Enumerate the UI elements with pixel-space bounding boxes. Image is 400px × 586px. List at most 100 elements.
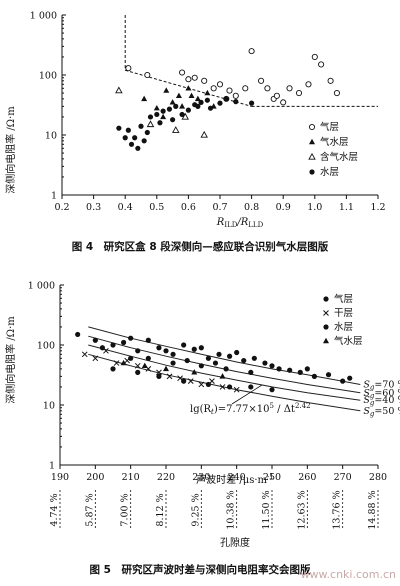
chart-2-point (128, 335, 134, 341)
chart-2: 190 200 210 220 230 240 250 260 270 280 4.74 % 5.8… (4, 281, 400, 577)
chart-2-point (311, 373, 317, 379)
chart-1-point (191, 74, 198, 81)
chart-1-point (160, 108, 166, 114)
chart-1-point (135, 145, 141, 151)
chart-1-point (170, 117, 176, 123)
chart-1-point (116, 125, 122, 131)
chart-1-cutoff-lines (124, 15, 378, 107)
chart-1-point (185, 85, 192, 91)
chart-2-point (103, 347, 109, 354)
chart-1-x-tick-label: 0.7 (212, 202, 227, 213)
chart-1-point (179, 103, 186, 109)
chart-2-y-axis-label: 深侧向电阻率 /Ω·m (4, 316, 17, 404)
chart-1-point (147, 114, 154, 120)
chart-1-point (264, 85, 271, 92)
chart-1-point (311, 53, 318, 60)
chart-1-point (154, 111, 160, 118)
chart-2-point (227, 384, 233, 390)
chart-2-porosity-tick-label: 14.88 % (367, 490, 378, 529)
chart-2-point (276, 366, 282, 372)
chart-1-point (249, 100, 255, 106)
chart-1-y-ticks: 1 10 100 1 000 (30, 11, 66, 202)
chart-1-point (179, 69, 186, 76)
chart-2-point (141, 362, 148, 369)
chart-2-point (181, 378, 187, 384)
chart-2-x-ticks: 190 200 210 220 230 240 250 260 270 280 (51, 465, 387, 483)
chart-1-y-tick-label: 100 (39, 71, 57, 82)
chart-2-x-tick-label: 210 (122, 472, 140, 483)
chart-2-y-tick-label: 1 (49, 461, 55, 472)
chart-2-porosity-tick-label: 11.50 % (261, 490, 272, 529)
chart-2-axes (59, 285, 378, 466)
chart-1-point (171, 126, 180, 133)
chart-1-y-tick-label: 10 (45, 131, 57, 142)
chart-2-point (187, 378, 194, 384)
chart-2-legend-marker (323, 337, 329, 344)
chart-1-y-tick-label: 1 (51, 191, 57, 202)
chart-2-porosity-tick-label: 10.38 % (226, 490, 237, 529)
figure-4-caption: 图 4 研究区盒 8 段深侧向—感应联合识别气水层图版 (72, 240, 329, 253)
chart-2-x-tick-label: 250 (263, 472, 281, 483)
chart-1-x-tick-label: 0.3 (86, 202, 101, 213)
chart-1-point (204, 89, 211, 96)
chart-2-equation: lg(Rt)=7.77×105 / Δt2.42 (190, 402, 311, 416)
chart-2-y-tick-label: 100 (37, 341, 55, 352)
chart-2-point (145, 355, 151, 361)
chart-1-point (318, 61, 325, 68)
chart-1-legend-marker (308, 123, 316, 131)
chart-1-y-tick-label: 1 000 (30, 11, 57, 22)
chart-1-point (226, 87, 233, 94)
chart-2-point (163, 348, 169, 354)
chart-2-point (198, 363, 204, 369)
chart-1-point (280, 99, 287, 106)
chart-2-equation-pointer (231, 384, 263, 405)
chart-1-point (141, 95, 148, 102)
chart-1-point (217, 100, 223, 106)
chart-2-point (325, 372, 332, 378)
chart-1-legend-marker (309, 138, 315, 145)
chart-2-porosity-tick-label: 5.87 % (84, 493, 95, 526)
chart-1-x-tick-label: 1.0 (307, 202, 322, 213)
chart-1-legend-label: 气水层 (320, 136, 349, 148)
chart-1-x-tick-label: 0.9 (276, 202, 291, 213)
chart-1-point (169, 99, 176, 105)
chart-2-point (205, 355, 211, 361)
chart-2-point (163, 365, 169, 372)
chart-2-point (156, 345, 162, 351)
chart-1-point (305, 81, 312, 88)
chart-1-x-tick-label: 0.2 (54, 202, 69, 213)
chart-1-point (144, 129, 150, 136)
chart-2-point (287, 367, 293, 373)
chart-2-point (170, 351, 176, 357)
chart-2-point (75, 331, 81, 338)
chart-2-point (216, 351, 222, 357)
chart-2-point (219, 373, 226, 379)
chart-2-point (198, 345, 204, 351)
chart-1-points (115, 48, 340, 151)
chart-2-y-tick-label: 10 (43, 401, 55, 412)
chart-2-x-tick-label: 240 (228, 472, 246, 483)
chart-2-point (227, 353, 233, 359)
chart-2-point (166, 373, 173, 380)
chart-1-x-tick-label: 0.8 (244, 202, 259, 213)
chart-1-legend-marker (308, 152, 316, 160)
chart-2-point (347, 375, 353, 381)
chart-2-point (234, 349, 240, 356)
chart-1-x-ticks: 0.2 0.3 0.4 0.5 0.6 0.7 0.8 0.9 1.0 1.1 1.2 (54, 195, 386, 213)
chart-2-x-tick-label: 270 (334, 472, 352, 483)
chart-2-porosity-tick-label: 7.00 % (120, 493, 131, 526)
chart-2-x-tick-label: 260 (298, 472, 316, 483)
chart-1-point (286, 85, 293, 92)
chart-1-point (295, 90, 303, 97)
chart-1-x-axis-label: RILD/RLLD (216, 217, 264, 229)
chart-1-point (210, 85, 217, 92)
chart-2-point (121, 339, 127, 346)
chart-2-porosity-ticks: 4.74 % 5.87 % 7.00 % 8.12 % 9.25 % 10.38 % 11.… (49, 490, 379, 530)
chart-2-legend-marker (323, 324, 329, 330)
chart-1-x-tick-label: 0.6 (181, 202, 196, 213)
chart-2-x-tick-label: 230 (192, 472, 210, 483)
chart-2-point (205, 381, 211, 388)
chart-2-x-tick-label: 280 (369, 472, 387, 483)
chart-2-legend-label: 水层 (334, 321, 353, 333)
